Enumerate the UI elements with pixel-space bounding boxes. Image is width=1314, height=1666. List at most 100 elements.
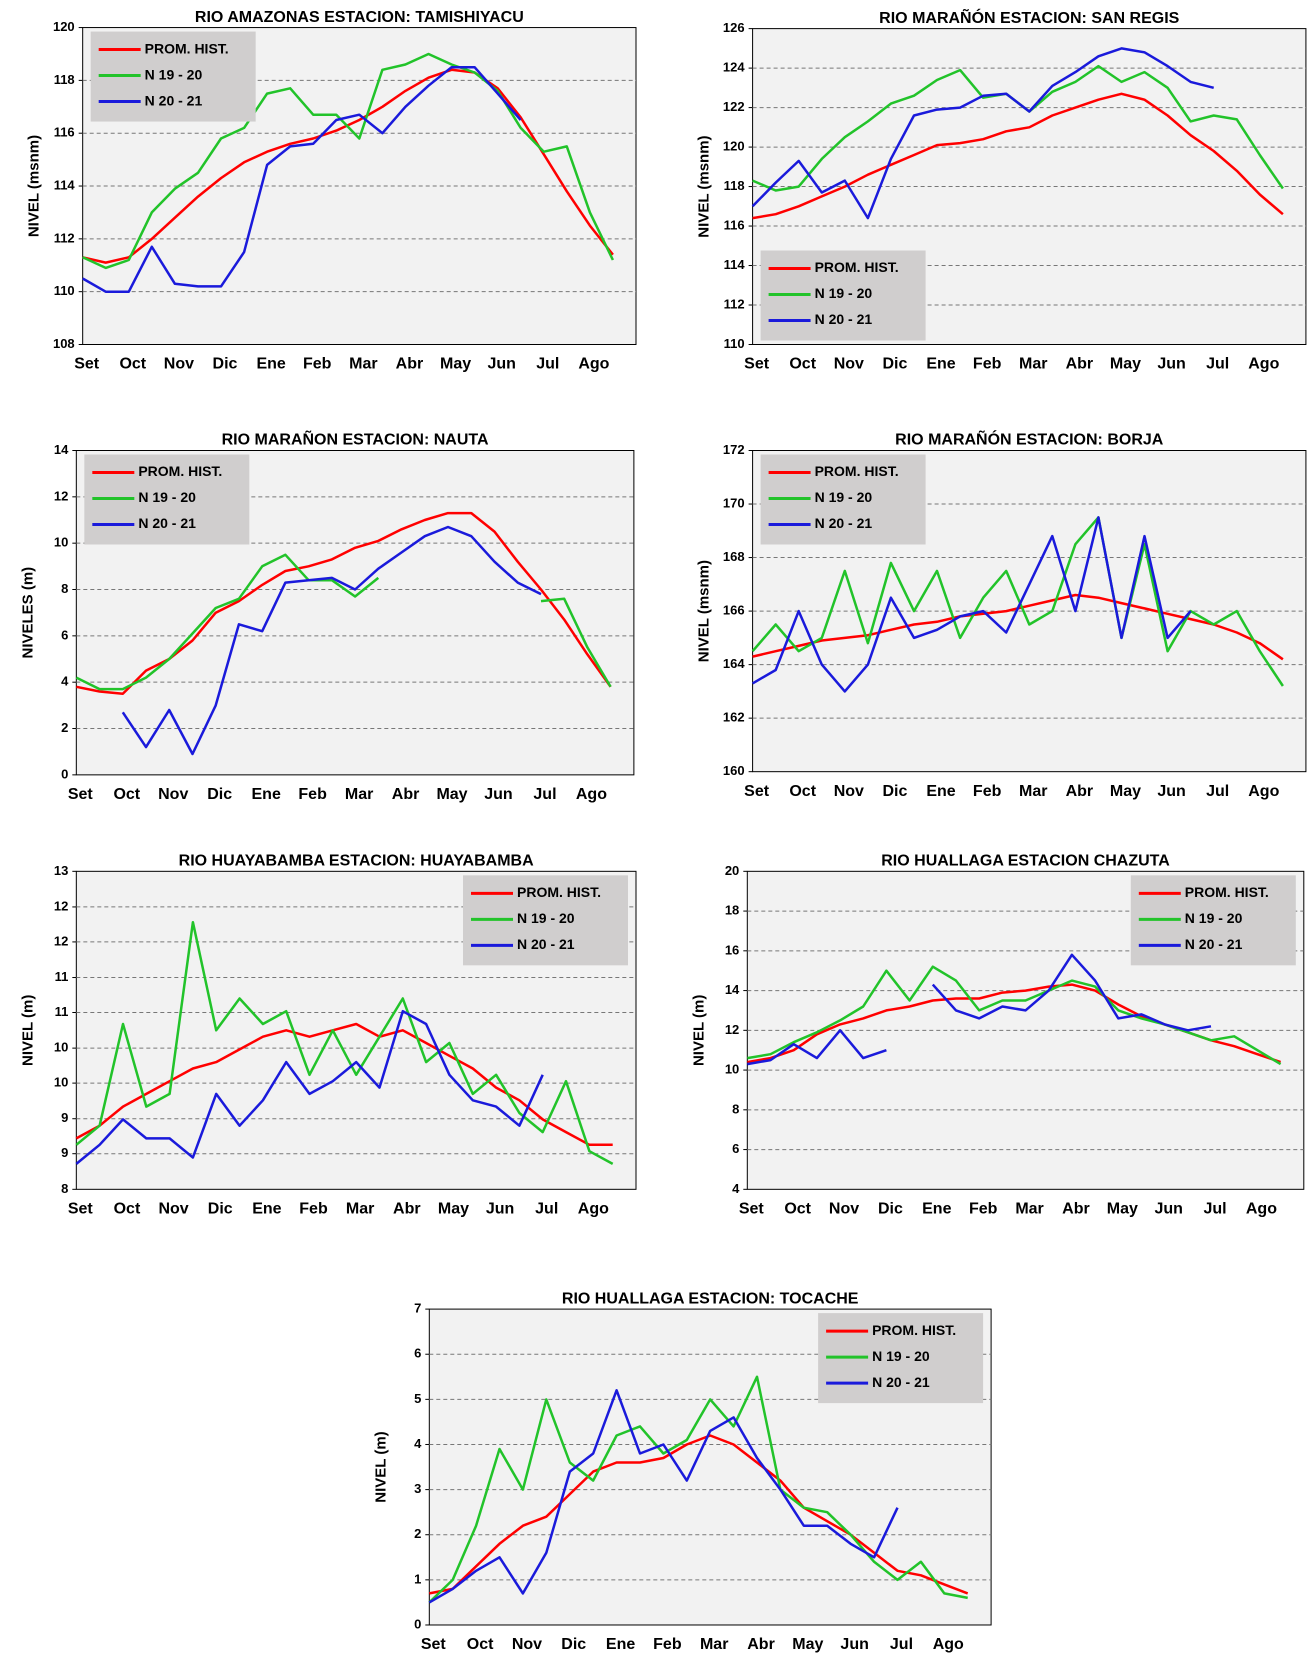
y-tick-label: 10 [725,1062,739,1077]
x-tick-label: Jul [535,1201,558,1218]
series-line [747,953,1212,1066]
x-tick-label: Ago [576,786,607,803]
x-tick-label: Dic [207,786,232,803]
x-tick-label: Jun [486,1201,514,1218]
series-line [751,516,1192,693]
x-tick-label: Mar [349,356,377,373]
legend-label: N 20 - 21 [1185,936,1243,952]
legend-label: N 19 - 20 [145,66,203,82]
x-tick-label: Nov [512,1636,542,1653]
y-tick-label: 160 [723,763,745,778]
y-tick-label: 12 [54,488,68,503]
x-tick-label: Jun [487,356,515,373]
legend-label: PROM. HIST. [145,40,229,56]
x-tick-label: Oct [113,786,140,803]
x-tick-label: Oct [467,1636,494,1653]
legend-label: N 19 - 20 [872,1348,930,1364]
legend-label: N 19 - 20 [815,285,873,301]
y-tick-label: 16 [725,942,739,957]
x-tick-label: Dic [882,783,907,800]
x-tick-label: Set [744,356,770,373]
x-tick-label: Jun [840,1636,868,1653]
y-tick-label: 126 [723,20,745,35]
x-tick-label: Jul [533,786,556,803]
series-line [429,1434,969,1595]
x-tick-label: Dic [878,1201,903,1218]
x-tick-label: Feb [299,1201,328,1218]
x-tick-label: Dic [213,356,238,373]
x-tick-label: Nov [158,786,188,803]
x-tick-label: May [438,1201,469,1218]
x-tick-label: Oct [114,1201,141,1218]
x-tick-label: May [436,786,467,803]
x-tick-label: Ene [252,1201,281,1218]
legend-label: N 20 - 21 [517,936,575,952]
y-tick-label: 12 [54,898,68,913]
y-tick-label: 10 [54,1075,68,1090]
x-tick-label: Set [739,1201,765,1218]
chart-title: RIO MARAÑON ESTACION: NAUTA [222,429,489,449]
x-tick-label: Abr [396,356,424,373]
y-tick-label: 8 [732,1101,739,1116]
x-tick-label: Abr [747,1636,775,1653]
y-tick-label: 8 [61,1181,68,1196]
y-tick-label: 172 [723,442,745,457]
x-tick-label: Nov [164,356,194,373]
y-tick-label: 10 [54,1040,68,1055]
y-axis-label: NIVEL (msnm) [696,560,713,662]
y-tick-label: 4 [732,1181,740,1196]
y-tick-label: 116 [724,217,745,232]
legend-label: PROM. HIST. [815,463,899,479]
y-tick-label: 168 [723,549,745,564]
y-tick-label: 6 [732,1141,739,1156]
legend-label: N 19 - 20 [815,489,873,505]
y-axis-label: NIVEL (m) [690,995,707,1066]
legend-label: N 19 - 20 [138,489,196,505]
y-tick-label: 112 [54,230,75,245]
y-tick-label: 116 [54,125,75,140]
legend-label: PROM. HIST. [517,884,601,900]
x-tick-label: Ene [256,356,285,373]
x-tick-label: Dic [882,356,907,373]
legend-label: PROM. HIST. [815,259,899,275]
x-tick-label: Set [74,356,100,373]
x-tick-label: Set [421,1636,447,1653]
y-tick-label: 162 [723,710,745,725]
series-line [82,65,522,293]
x-tick-label: May [440,356,471,373]
x-tick-label: Feb [969,1201,998,1218]
chart-title: RIO HUAYABAMBA ESTACION: HUAYABAMBA [179,853,534,870]
series-line [82,52,615,270]
legend-label: N 19 - 20 [1185,910,1243,926]
x-tick-label: Abr [1066,356,1094,373]
x-tick-label: Jul [536,356,559,373]
y-tick-label: 120 [53,19,75,34]
y-tick-label: 2 [61,720,68,735]
series-line [428,1389,899,1604]
x-tick-label: Abr [393,1201,421,1218]
x-tick-label: Set [68,786,94,803]
x-tick-label: Jun [1157,356,1185,373]
y-tick-label: 118 [724,178,745,193]
legend-label: N 20 - 21 [145,92,203,108]
y-tick-label: 110 [54,283,75,298]
x-tick-label: Jul [1206,356,1229,373]
series-line [75,1009,544,1165]
y-tick-label: 170 [723,495,745,510]
legend-label: PROM. HIST. [1185,884,1269,900]
x-tick-label: Jul [1203,1201,1226,1218]
x-tick-label: Nov [158,1201,188,1218]
x-tick-label: Abr [1066,783,1094,800]
series-line [428,1375,968,1604]
y-tick-label: 118 [54,72,75,87]
series-line [752,92,1284,220]
x-tick-label: Oct [789,783,816,800]
y-axis-label: NIVEL (m) [19,995,36,1066]
y-tick-label: 12 [725,1022,739,1037]
chart-title: RIO AMAZONAS ESTACION: TAMISHIYACU [195,9,524,26]
x-tick-label: Mar [1019,356,1047,373]
y-tick-label: 13 [54,863,68,878]
legend-label: N 20 - 21 [138,515,196,531]
x-tick-label: Mar [1019,783,1047,800]
